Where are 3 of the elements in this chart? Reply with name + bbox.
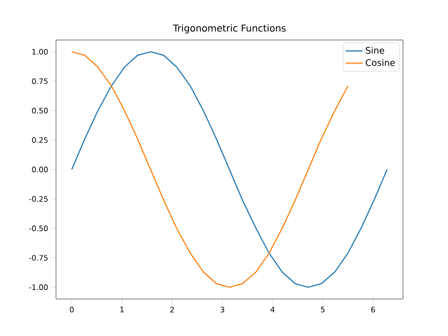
legend-label: Sine: [366, 46, 384, 54]
legend-label: Cosine: [366, 59, 395, 66]
chart-title: Trigonometric Functions: [172, 24, 286, 34]
